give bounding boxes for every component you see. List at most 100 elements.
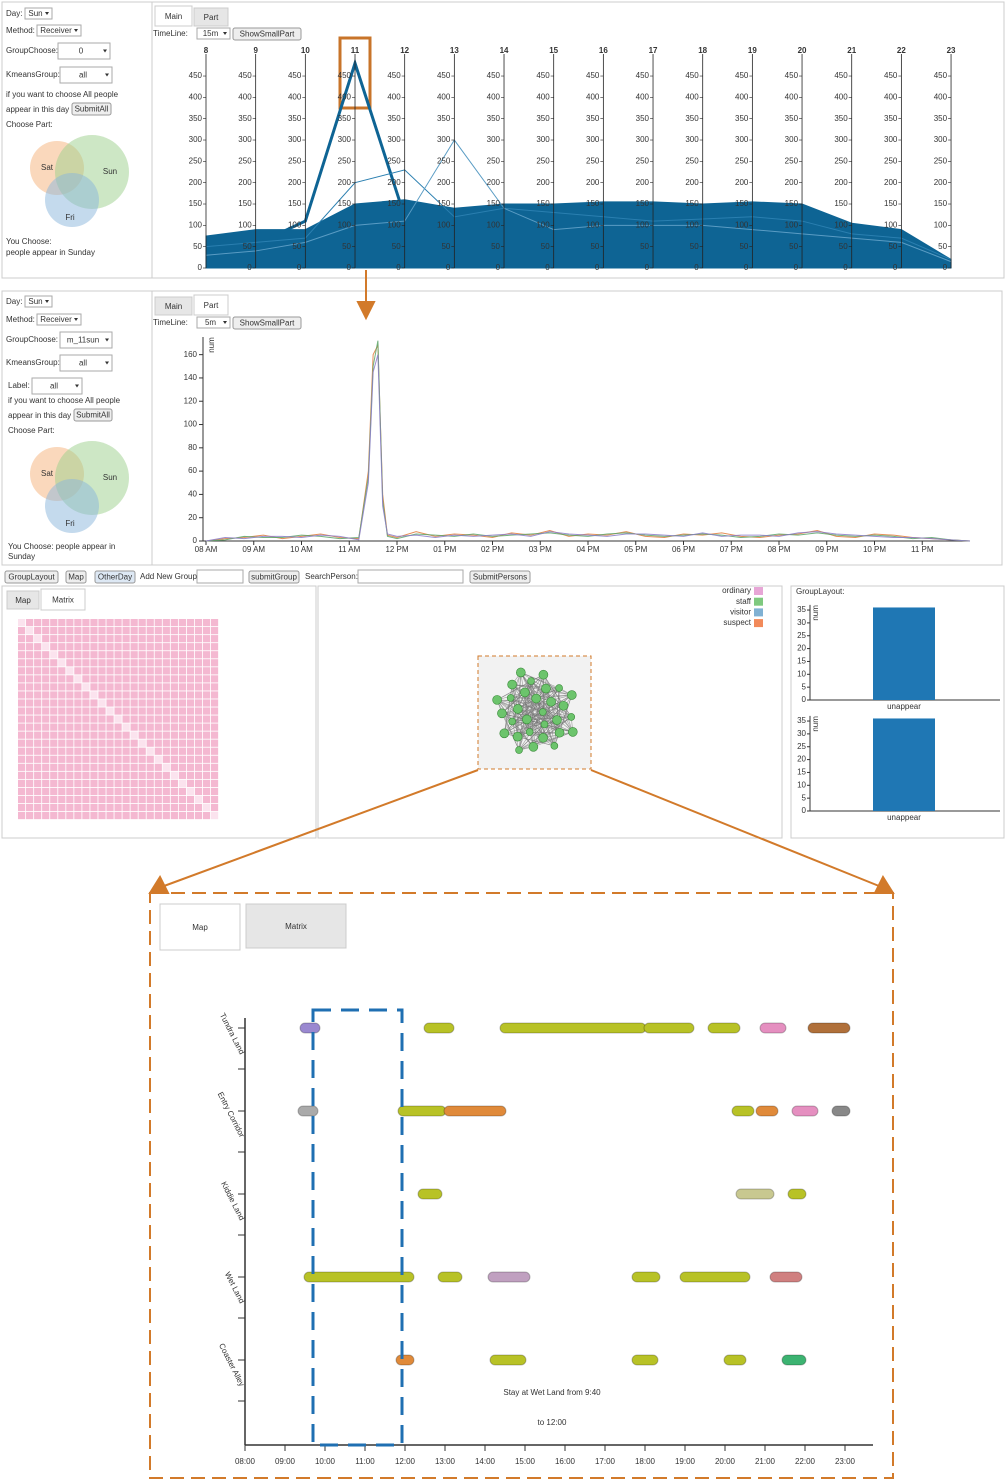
- graph-node[interactable]: [567, 690, 577, 700]
- matrix-cell: [42, 707, 50, 715]
- graph-node[interactable]: [515, 746, 523, 754]
- graph-node[interactable]: [492, 695, 502, 705]
- dropdown[interactable]: [24, 295, 53, 308]
- dropdown-value[interactable]: all: [50, 382, 58, 391]
- button[interactable]: [232, 316, 302, 330]
- dropdown[interactable]: [196, 27, 231, 40]
- dropdown-value[interactable]: Receiver: [40, 26, 72, 35]
- matrix-cell: [130, 651, 138, 659]
- dropdown-value[interactable]: Receiver: [40, 315, 72, 324]
- x-tick-label: 08 AM: [195, 545, 218, 554]
- tab[interactable]: [40, 588, 86, 611]
- text-input[interactable]: [357, 569, 464, 584]
- tab[interactable]: [245, 903, 347, 949]
- button-label[interactable]: ShowSmallPart: [240, 319, 295, 328]
- dropdown-value[interactable]: all: [79, 71, 87, 80]
- matrix-cell: [138, 659, 146, 667]
- tab-label[interactable]: Part: [204, 301, 219, 310]
- tab[interactable]: [193, 7, 229, 27]
- button[interactable]: [469, 570, 531, 584]
- dropdown[interactable]: [36, 24, 82, 37]
- button[interactable]: [94, 570, 136, 584]
- dropdown-value[interactable]: Sun: [28, 297, 42, 306]
- graph-node[interactable]: [552, 715, 562, 725]
- graph-node[interactable]: [540, 720, 549, 729]
- graph-node[interactable]: [525, 728, 534, 736]
- button-label[interactable]: OtherDay: [98, 573, 132, 582]
- button[interactable]: [4, 570, 59, 584]
- y-tick-label: 0: [694, 263, 699, 272]
- button-label[interactable]: Map: [68, 573, 84, 582]
- tab[interactable]: [193, 294, 229, 316]
- graph-node[interactable]: [567, 713, 576, 721]
- tab[interactable]: [154, 5, 193, 27]
- button[interactable]: [248, 570, 300, 584]
- graph-node[interactable]: [499, 728, 510, 739]
- graph-node[interactable]: [531, 693, 541, 704]
- graph-node[interactable]: [546, 696, 556, 707]
- graph-node[interactable]: [527, 677, 535, 685]
- graph-node[interactable]: [508, 717, 516, 726]
- dropdown[interactable]: [59, 354, 113, 372]
- tab-label[interactable]: Map: [192, 923, 208, 932]
- dropdown-value[interactable]: 15m: [203, 29, 219, 38]
- y-tick-label: 50: [590, 242, 599, 251]
- tab-label[interactable]: Part: [204, 13, 219, 22]
- text-input[interactable]: [196, 569, 244, 584]
- graph-node[interactable]: [512, 731, 523, 742]
- graph-node[interactable]: [507, 679, 517, 690]
- dropdown[interactable]: [24, 7, 53, 20]
- tab-label[interactable]: Matrix: [285, 922, 307, 931]
- graph-node[interactable]: [528, 742, 539, 752]
- graph-node[interactable]: [522, 714, 532, 725]
- button-label[interactable]: submitGroup: [251, 573, 297, 582]
- dropdown-value[interactable]: 5m: [205, 318, 216, 327]
- dropdown-value[interactable]: m_11sun: [67, 336, 99, 345]
- dropdown-value[interactable]: all: [79, 359, 87, 368]
- dropdown[interactable]: [196, 316, 231, 329]
- graph-node[interactable]: [550, 742, 559, 750]
- graph-node[interactable]: [538, 708, 547, 716]
- matrix-cell: [26, 779, 34, 787]
- dropdown-caret: [75, 384, 79, 388]
- button-label[interactable]: GroupLayout: [8, 573, 55, 582]
- button-label[interactable]: ShowSmallPart: [240, 30, 295, 39]
- matrix-cell: [106, 739, 114, 747]
- button-label[interactable]: SubmitPersons: [473, 573, 527, 582]
- graph-node[interactable]: [538, 669, 549, 680]
- tab-label[interactable]: Main: [165, 302, 182, 311]
- button-label[interactable]: SubmitAll: [75, 105, 109, 114]
- dropdown[interactable]: [31, 377, 83, 395]
- stay-segment: [437, 1271, 463, 1283]
- graph-node[interactable]: [513, 704, 523, 714]
- dropdown[interactable]: [59, 66, 113, 84]
- graph-node[interactable]: [497, 708, 507, 719]
- button-label[interactable]: SubmitAll: [76, 411, 110, 420]
- x-tick-label: 09:00: [275, 1457, 296, 1466]
- dropdown[interactable]: [57, 42, 111, 60]
- dropdown[interactable]: [59, 331, 113, 349]
- graph-node[interactable]: [541, 683, 551, 694]
- graph-node[interactable]: [516, 667, 526, 678]
- graph-node[interactable]: [538, 732, 548, 743]
- tab[interactable]: [154, 296, 193, 316]
- graph-node[interactable]: [554, 727, 565, 738]
- dropdown-value[interactable]: Sun: [28, 9, 42, 18]
- button[interactable]: [73, 408, 113, 422]
- dropdown-value[interactable]: 0: [79, 47, 84, 56]
- matrix-cell: [50, 627, 58, 635]
- graph-node[interactable]: [506, 694, 515, 702]
- button[interactable]: [65, 570, 87, 584]
- tab-label[interactable]: Map: [15, 596, 31, 605]
- tab[interactable]: [159, 903, 241, 951]
- graph-node[interactable]: [520, 687, 530, 698]
- button[interactable]: [71, 102, 112, 116]
- graph-node[interactable]: [558, 700, 569, 711]
- tab-label[interactable]: Main: [165, 12, 182, 21]
- graph-node[interactable]: [567, 727, 578, 737]
- button[interactable]: [232, 27, 302, 41]
- dropdown[interactable]: [36, 313, 82, 326]
- graph-node[interactable]: [555, 684, 563, 692]
- tab-label[interactable]: Matrix: [52, 596, 74, 605]
- tab[interactable]: [6, 590, 40, 610]
